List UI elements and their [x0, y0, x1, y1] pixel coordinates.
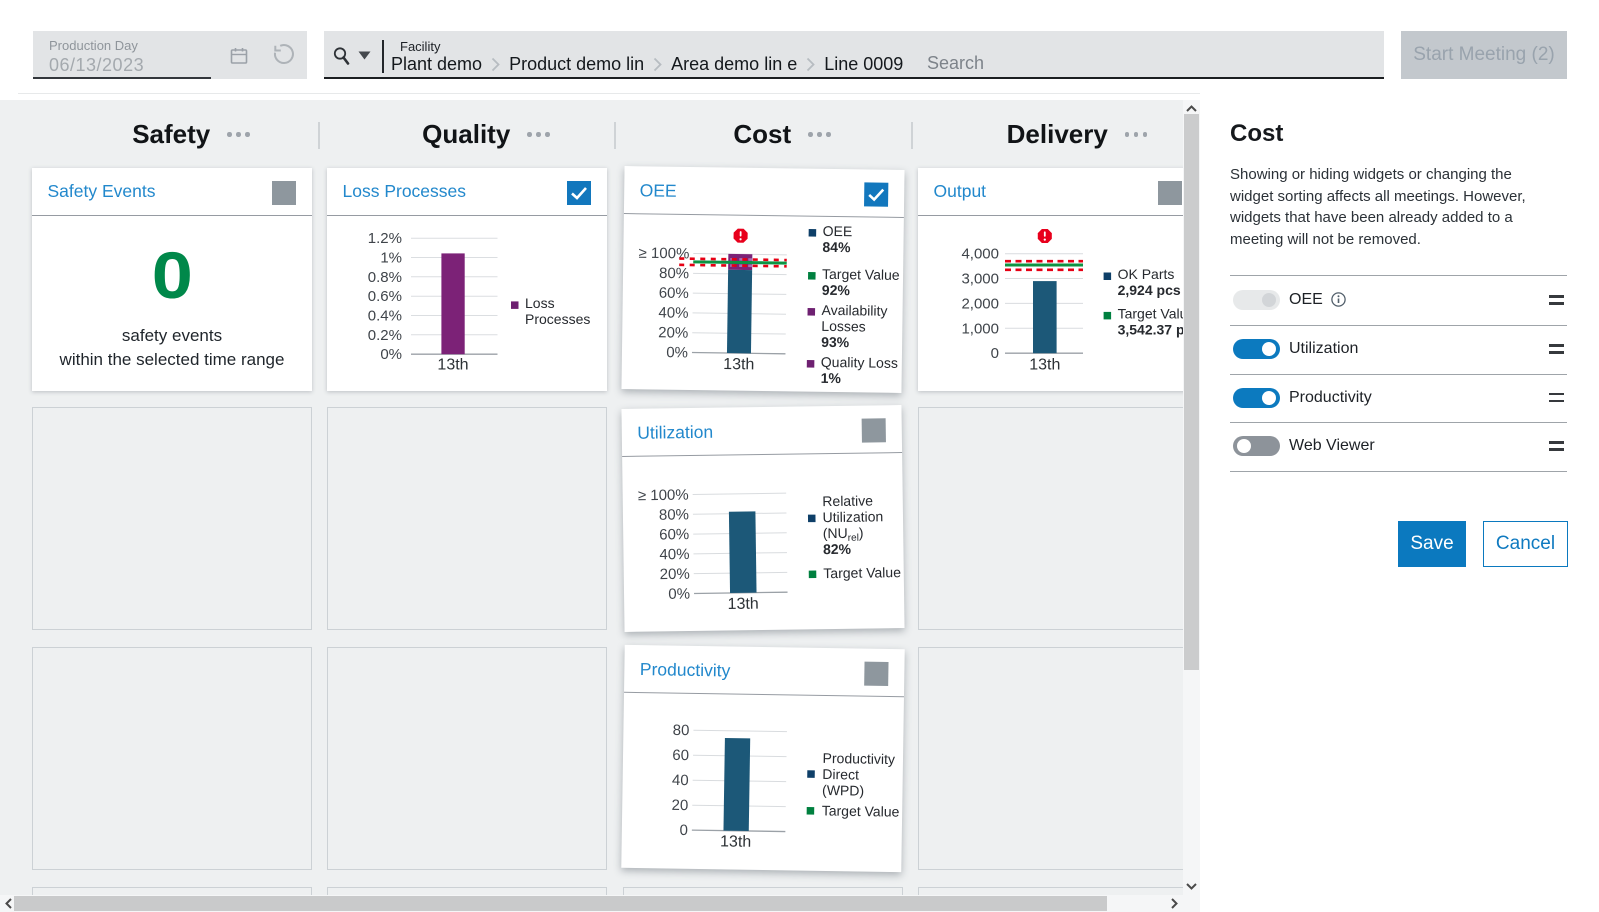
- svg-text:40%: 40%: [659, 546, 689, 563]
- svg-text:Losses: Losses: [821, 317, 866, 334]
- svg-text:0: 0: [679, 822, 688, 839]
- svg-text:0%: 0%: [380, 346, 402, 363]
- svg-text:Availability: Availability: [821, 301, 887, 318]
- svg-text:0.4%: 0.4%: [368, 307, 402, 324]
- svg-text:1,000: 1,000: [961, 320, 999, 337]
- svg-text:92%: 92%: [822, 281, 851, 297]
- svg-text:0: 0: [991, 345, 999, 362]
- svg-text:1%: 1%: [380, 249, 402, 266]
- svg-text:0.8%: 0.8%: [368, 268, 402, 285]
- svg-text:Relative: Relative: [822, 492, 873, 509]
- svg-text:0%: 0%: [666, 344, 688, 361]
- svg-text:3,000: 3,000: [961, 270, 999, 287]
- svg-text:Quality Loss: Quality Loss: [821, 353, 898, 370]
- svg-text:82%: 82%: [823, 541, 852, 557]
- svg-text:60%: 60%: [659, 526, 689, 543]
- svg-text:13th: 13th: [720, 833, 751, 850]
- svg-text:Target Value: Target Value: [822, 265, 900, 282]
- svg-text:0.2%: 0.2%: [368, 326, 402, 343]
- svg-text:Processes: Processes: [525, 311, 590, 327]
- svg-text:Loss: Loss: [525, 295, 555, 311]
- svg-text:≥ 100%: ≥ 100%: [638, 487, 689, 505]
- svg-text:84%: 84%: [822, 238, 851, 254]
- svg-text:80: 80: [673, 722, 690, 739]
- svg-text:1%: 1%: [821, 369, 842, 385]
- svg-text:20%: 20%: [660, 566, 690, 583]
- svg-text:(WPD): (WPD): [822, 782, 864, 799]
- svg-text:13th: 13th: [1029, 356, 1060, 373]
- svg-text:40%: 40%: [658, 304, 688, 321]
- svg-text:Utilization: Utilization: [822, 508, 883, 525]
- svg-text:Target Value: Target Value: [823, 564, 901, 581]
- svg-text:93%: 93%: [821, 333, 850, 349]
- svg-text:20: 20: [671, 797, 688, 814]
- svg-text:OEE: OEE: [823, 222, 853, 238]
- svg-text:60: 60: [672, 747, 689, 764]
- svg-text:≥ 100%: ≥ 100%: [638, 244, 689, 262]
- svg-text:80%: 80%: [659, 264, 689, 281]
- svg-text:0.6%: 0.6%: [368, 288, 402, 305]
- svg-text:2,000: 2,000: [961, 295, 999, 312]
- svg-text:13th: 13th: [728, 596, 759, 613]
- svg-text:Target Value: Target Value: [1118, 305, 1183, 321]
- svg-text:4,000: 4,000: [961, 245, 999, 262]
- svg-text:13th: 13th: [437, 356, 468, 373]
- svg-text:Productivity: Productivity: [822, 750, 895, 767]
- svg-text:1.2%: 1.2%: [368, 230, 402, 247]
- svg-text:80%: 80%: [659, 506, 689, 523]
- svg-text:2,924 pcs: 2,924 pcs: [1118, 282, 1181, 298]
- svg-text:OK Parts: OK Parts: [1118, 266, 1175, 282]
- svg-text:Direct: Direct: [822, 766, 859, 783]
- svg-text:Target Value: Target Value: [822, 802, 900, 819]
- svg-text:60%: 60%: [659, 284, 689, 301]
- svg-text:20%: 20%: [658, 324, 688, 341]
- svg-text:0%: 0%: [668, 586, 690, 603]
- svg-text:3,542.37 pcs: 3,542.37 pcs: [1118, 321, 1183, 337]
- svg-text:40: 40: [672, 772, 689, 789]
- svg-text:13th: 13th: [723, 355, 754, 372]
